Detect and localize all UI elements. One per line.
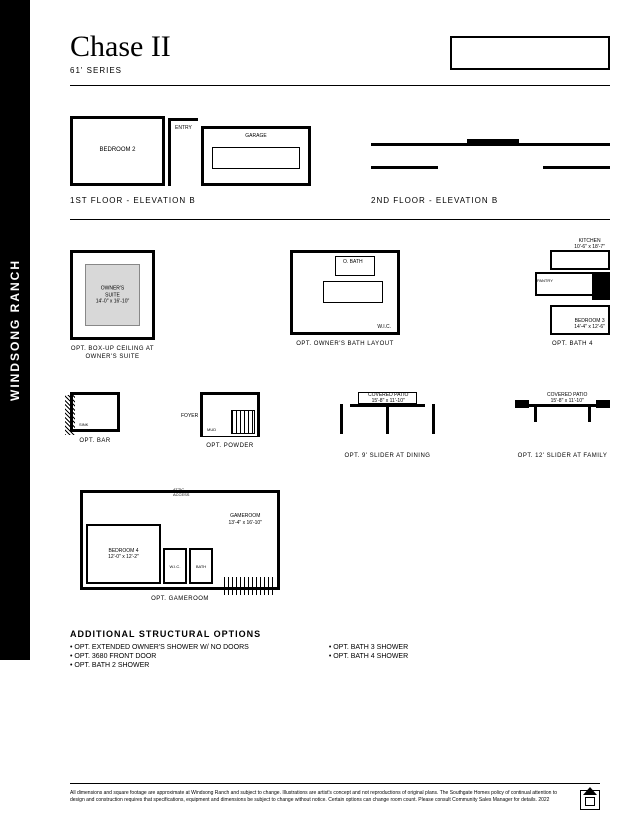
entry-label: ENTRY [175,125,192,131]
gr-bath: BATH [189,548,213,584]
elev1-label: 1ST FLOOR - ELEVATION B [70,196,311,205]
powder-stairs [231,410,255,434]
kitchen-box [550,250,610,270]
opt-bar: SINK OPT. BAR [70,392,120,461]
bed4-label: BEDROOM 412'-0" x 12'-2" [108,548,139,561]
header: Chase II 61' SERIES [70,30,610,86]
additional-options: ADDITIONAL STRUCTURAL OPTIONS • OPT. EXT… [70,629,610,671]
opt-gameroom: ATTICACCESS BEDROOM 412'-0" x 12'-2" W.I… [70,490,290,604]
slider12-plan: COVERED PATIO15'-8" x 11'-10" [515,392,610,447]
sidebar: WINDSONG RANCH [0,0,30,660]
kitchen-label: KITCHEN10'-6" x 18'-7" [574,238,605,250]
gr-wic: W.I.C. [163,548,187,584]
opt-item: • OPT. BATH 4 SHOWER [329,653,408,660]
obath-caption: OPT. OWNER'S BATH LAYOUT [296,341,394,349]
bar-caption: OPT. BAR [79,438,110,446]
opt-item: • OPT. BATH 2 SHOWER [70,662,249,669]
tub [323,281,383,303]
owner-dim: 14'-0" x 16'-10" [96,298,130,304]
owner-label: OWNER'SSUITE14'-0" x 16'-10" [96,285,130,305]
options-heading: ADDITIONAL STRUCTURAL OPTIONS [70,629,610,639]
gr-stairs [224,577,274,595]
elev2-label: 2ND FLOOR - ELEVATION B [371,196,610,205]
opt-owners-bath: O. BATH W.I.C. OPT. OWNER'S BATH LAYOUT [290,250,400,362]
garage-door [212,147,300,169]
equal-housing-icon [580,790,600,810]
patio12-label: COVERED PATIO15'-8" x 11'-10" [547,392,587,404]
gameroom-caption: OPT. GAMEROOM [151,596,209,604]
elevation-1st: BEDROOM 2 ENTRY GARAGE 1ST FLOOR - ELEVA… [70,111,311,205]
gameroom-plan: ATTICACCESS BEDROOM 412'-0" x 12'-2" W.I… [80,490,280,590]
wall-4 [467,139,520,146]
opt-item: • OPT. BATH 3 SHOWER [329,644,408,651]
floorplan-2nd [371,111,610,186]
vanity [335,256,375,276]
header-box [450,36,610,70]
entry-hall: ENTRY [168,118,198,186]
disclaimer: All dimensions and square footage are ap… [70,783,600,810]
patio9-label: COVERED PATIO15'-8" x 11'-10" [368,392,408,404]
options-col2: • OPT. BATH 3 SHOWER • OPT. BATH 4 SHOWE… [329,644,408,671]
slider9-caption: OPT. 9' SLIDER AT DINING [345,453,431,461]
mid-rule [70,219,610,220]
garage-label: GARAGE [245,133,266,139]
opt-slider-12: COVERED PATIO15'-8" x 11'-10" OPT. 12' S… [515,392,610,461]
slider9-plan: COVERED PATIO15'-8" x 11'-10" [340,392,435,447]
garage-box: GARAGE [201,126,311,186]
opt-owner-suite: OWNER'SSUITE14'-0" x 16'-10" OPT. BOX-UP… [70,250,155,362]
owner-suite-plan: OWNER'SSUITE14'-0" x 16'-10" [70,250,155,340]
sink-label: SINK [79,422,88,427]
slider12-caption: OPT. 12' SLIDER AT FAMILY [518,453,608,461]
bedroom2-box: BEDROOM 2 [70,116,165,186]
options-col1: • OPT. EXTENDED OWNER'S SHOWER W/ NO DOO… [70,644,249,671]
pantry-label: PANTRY [537,278,553,283]
powder-plan: FOYER MUD [200,392,260,437]
bed3-label: BEDROOM 314'-4" x 12'-6" [574,318,605,330]
bar-plan: SINK [70,392,120,432]
owner-name: OWNER'SSUITE [101,285,124,298]
header-rule [70,85,610,86]
opt-item: • OPT. 3680 FRONT DOOR [70,653,249,660]
powder-caption: OPT. POWDER [206,443,254,451]
floorplan-1st: BEDROOM 2 ENTRY GARAGE [70,111,311,186]
bedroom2-label: BEDROOM 2 [99,147,135,154]
options-columns: • OPT. EXTENDED OWNER'S SHOWER W/ NO DOO… [70,644,610,671]
wic-label: W.I.C. [377,324,391,330]
opt-slider-9: COVERED PATIO15'-8" x 11'-10" OPT. 9' SL… [340,392,435,461]
attic-label: ATTICACCESS [173,487,189,497]
bar-hatch [65,395,75,435]
elevation-2nd: 2ND FLOOR - ELEVATION B [371,111,610,205]
owner-caption: OPT. BOX-UP CEILING ATOWNER'S SUITE [71,346,154,362]
bath4-plan: KITCHEN10'-6" x 18'-7" PANTRY BEDROOM 31… [535,250,610,335]
opt-powder: FOYER MUD OPT. POWDER [200,392,260,461]
elevations-row: BEDROOM 2 ENTRY GARAGE 1ST FLOOR - ELEVA… [70,111,610,205]
foyer-label: FOYER [181,413,198,419]
mud-label: MUD [207,427,216,432]
options-row-2: SINK OPT. BAR FOYER MUD OPT. POWDER COVE… [70,392,610,461]
options-row-1: OWNER'SSUITE14'-0" x 16'-10" OPT. BOX-UP… [70,250,610,362]
disclaimer-text: All dimensions and square footage are ap… [70,790,570,803]
wall-2 [371,166,438,169]
bed4-box: BEDROOM 412'-0" x 12'-2" [86,524,161,584]
page-content: Chase II 61' SERIES BEDROOM 2 ENTRY GARA… [30,0,640,681]
owners-bath-plan: O. BATH W.I.C. [290,250,400,335]
opt-bath4: KITCHEN10'-6" x 18'-7" PANTRY BEDROOM 31… [535,250,610,362]
bath4-caption: OPT. BATH 4 [552,341,593,349]
opt-item: • OPT. EXTENDED OWNER'S SHOWER W/ NO DOO… [70,644,249,651]
wall-3 [543,166,610,169]
gameroom-label: GAMEROOM13'-4" x 16'-10" [228,513,262,526]
bath4-mid [535,272,610,296]
community-name: WINDSONG RANCH [8,259,22,401]
